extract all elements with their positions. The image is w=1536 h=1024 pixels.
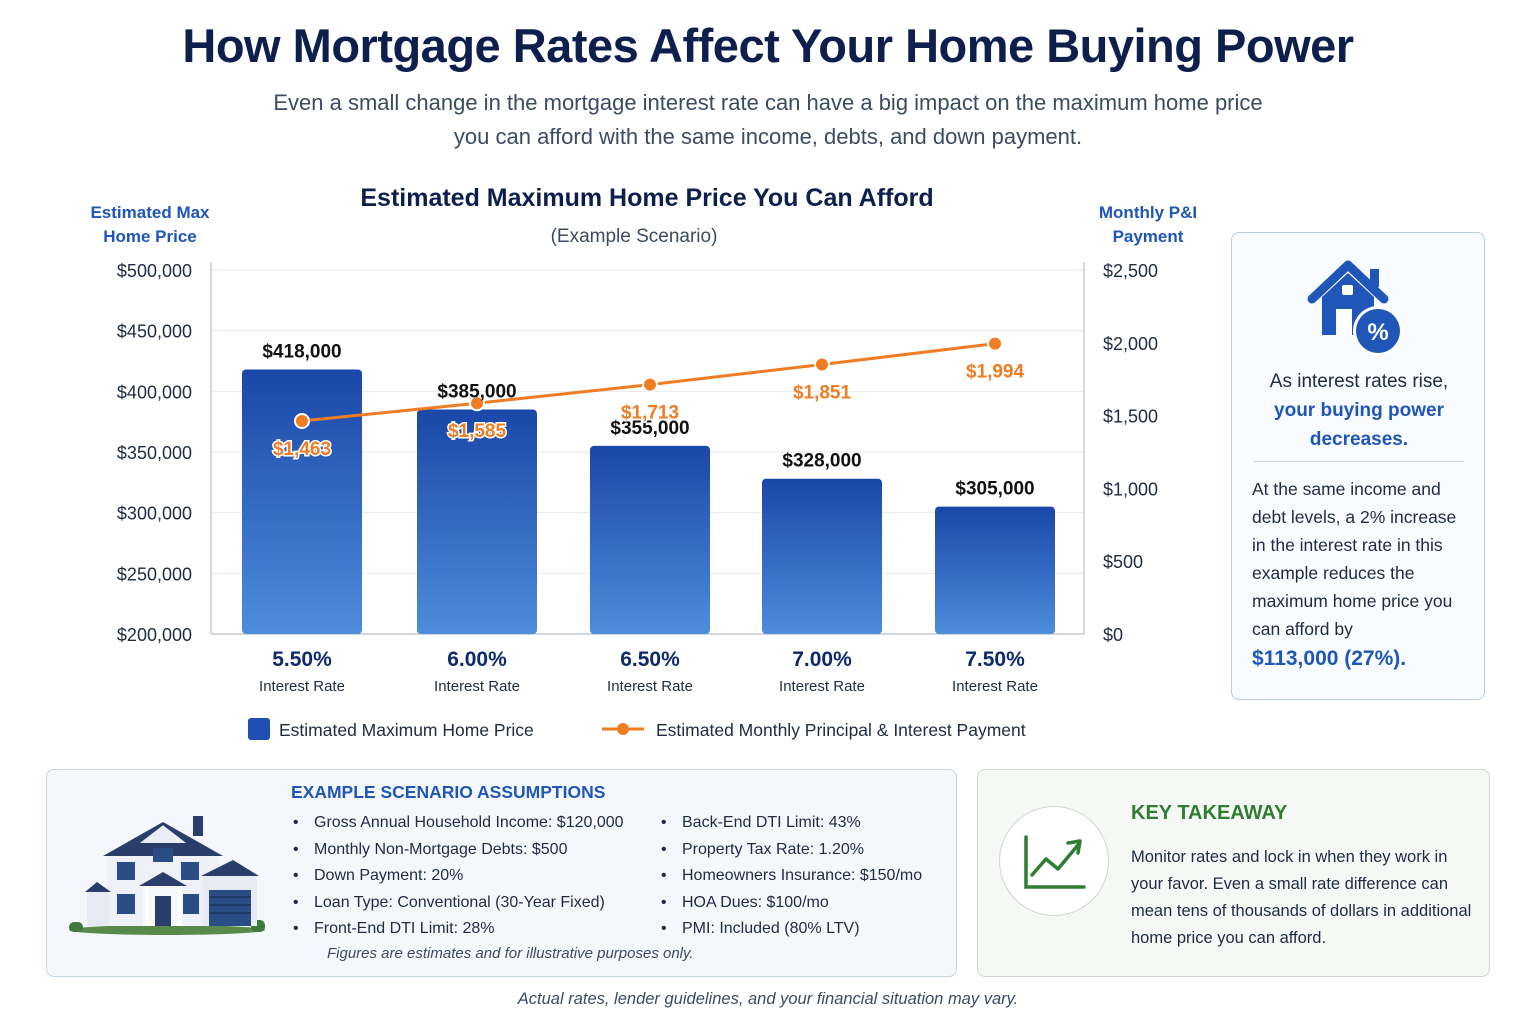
category-sublabel: Interest Rate — [952, 678, 1038, 695]
assumption-item: Down Payment: 20% — [291, 863, 661, 890]
right-tick-label: $2,500 — [1103, 261, 1158, 281]
left-tick-label: $200,000 — [117, 625, 192, 645]
category-sublabel: Interest Rate — [779, 678, 865, 695]
price-bar — [762, 478, 882, 634]
category-label: 5.50% — [272, 648, 332, 671]
payment-point-label: $1,851 — [793, 382, 852, 403]
chart-subtitle: (Example Scenario) — [551, 226, 718, 247]
assumptions-list-left: Gross Annual Household Income: $120,000 … — [291, 810, 661, 943]
chart-title: Estimated Maximum Home Price You Can Aff… — [360, 184, 933, 212]
category-sublabel: Interest Rate — [434, 678, 520, 695]
price-bar-label: $385,000 — [437, 382, 516, 403]
assumptions-list-right: Back-End DTI Limit: 43% Property Tax Rat… — [659, 810, 959, 943]
payment-point — [814, 356, 830, 373]
right-axis-title: Monthly P&I — [1099, 203, 1197, 222]
left-tick-label: $250,000 — [117, 564, 192, 584]
bars — [242, 369, 1055, 634]
left-axis-title: Home Price — [103, 227, 197, 246]
left-tick-label: $300,000 — [117, 504, 192, 524]
house-percent-icon: % — [1307, 260, 1403, 355]
payment-point-label: $1,463 — [273, 439, 331, 460]
left-axis-title: Estimated Max — [90, 203, 210, 222]
axes: $500,000 $450,000 $400,000 $350,000 $300,000… — [117, 261, 1158, 645]
price-bar — [935, 506, 1055, 634]
left-tick-label: $450,000 — [117, 322, 192, 342]
assumption-item: PMI: Included (80% LTV) — [659, 916, 959, 943]
category-sublabel: Interest Rate — [607, 678, 693, 695]
payment-line — [294, 335, 1003, 429]
key-takeaway-card: KEY TAKEAWAY Monitor rates and lock in w… — [977, 769, 1490, 977]
price-bar — [242, 369, 362, 634]
right-tick-label: $500 — [1103, 552, 1143, 572]
page-title: How Mortgage Rates Affect Your Home Buyi… — [182, 19, 1354, 72]
payment-point — [987, 335, 1003, 352]
payment-point — [294, 412, 310, 429]
right-tick-label: $1,000 — [1103, 479, 1158, 499]
assumption-item: Loan Type: Conventional (30-Year Fixed) — [291, 890, 661, 917]
assumption-item: Gross Annual Household Income: $120,000 — [291, 810, 661, 837]
takeaway-text: Monitor rates and lock in when they work… — [1131, 848, 1472, 947]
buying-power-card: % As interest rates rise, your buying po… — [1231, 232, 1485, 700]
assumptions-card: EXAMPLE SCENARIO ASSUMPTIONS Gross Annua… — [46, 769, 957, 977]
card-headline: As interest rates rise, your buying powe… — [1246, 367, 1472, 454]
assumption-item: Homeowners Insurance: $150/mo — [659, 863, 959, 890]
assumptions-heading: EXAMPLE SCENARIO ASSUMPTIONS — [291, 782, 606, 802]
payment-point — [642, 376, 658, 393]
card-body: At the same income and debt levels, a 2%… — [1252, 479, 1457, 639]
data-labels: $418,000 $385,000 $355,000 $328,000 $305,000… — [262, 341, 1034, 499]
category-label: 6.00% — [447, 648, 507, 671]
footer-disclaimer: Actual rates, lender guidelines, and you… — [517, 990, 1019, 1008]
legend-line-label: Estimated Monthly Principal & Interest P… — [656, 720, 1026, 740]
card-headline-line-1: As interest rates rise, — [1269, 371, 1449, 392]
category-label: 7.50% — [965, 648, 1025, 671]
price-bar-label: $418,000 — [262, 341, 341, 362]
svg-text:%: % — [1367, 319, 1388, 346]
category-sublabel: Interest Rate — [259, 678, 345, 695]
card-divider — [1254, 461, 1464, 462]
page-subtitle: Even a small change in the mortgage inte… — [200, 86, 1336, 154]
trend-up-chart-icon — [1024, 835, 1086, 889]
left-tick-label: $350,000 — [117, 443, 192, 463]
card-headline-line-2: your buying power — [1274, 400, 1444, 421]
legend-line-marker — [617, 723, 629, 735]
card-headline-line-3: decreases. — [1309, 429, 1409, 450]
category-label: 7.00% — [792, 648, 852, 671]
right-tick-label: $1,500 — [1103, 407, 1158, 427]
legend-bar-label: Estimated Maximum Home Price — [279, 720, 534, 740]
payment-point-label: $1,585 — [448, 421, 507, 442]
right-axis-title: Payment — [1113, 227, 1184, 246]
subtitle-line-2: you can afford with the same income, deb… — [453, 124, 1083, 149]
assumption-item: HOA Dues: $100/mo — [659, 890, 959, 917]
price-bar-label: $305,000 — [955, 479, 1034, 500]
price-bar-label: $328,000 — [782, 451, 861, 472]
card-stat: $113,000 (27%). — [1252, 647, 1407, 670]
assumption-item: Property Tax Rate: 1.20% — [659, 837, 959, 864]
right-tick-label: $0 — [1103, 625, 1123, 645]
right-tick-label: $2,000 — [1103, 334, 1158, 354]
category-label: 6.50% — [620, 648, 680, 671]
assumption-item: Front-End DTI Limit: 28% — [291, 916, 661, 943]
price-bar-label: $355,000 — [610, 418, 689, 439]
takeaway-heading: KEY TAKEAWAY — [1131, 802, 1288, 824]
price-bar — [590, 445, 710, 634]
assumption-item: Back-End DTI Limit: 43% — [659, 810, 959, 837]
left-tick-label: $500,000 — [117, 261, 192, 281]
house-illustration-icon — [69, 816, 265, 935]
chart-text: Estimated Maximum Home Price You Can Aff… — [90, 184, 1197, 740]
left-tick-label: $400,000 — [117, 382, 192, 402]
payment-point-label: $1,713 — [621, 403, 679, 424]
payment-point — [469, 395, 485, 412]
subtitle-line-1: Even a small change in the mortgage inte… — [273, 90, 1263, 115]
assumption-item: Monthly Non-Mortgage Debts: $500 — [291, 837, 661, 864]
assumptions-note: Figures are estimates and for illustrati… — [327, 945, 694, 962]
legend-bar-swatch — [248, 718, 270, 740]
price-bar — [417, 409, 537, 634]
takeaway-icon-circle — [999, 806, 1109, 916]
rate-affordability-chart: $500,000 $450,000 $400,000 $350,000 $300,000… — [90, 184, 1197, 740]
payment-point-label: $1,994 — [966, 362, 1025, 383]
